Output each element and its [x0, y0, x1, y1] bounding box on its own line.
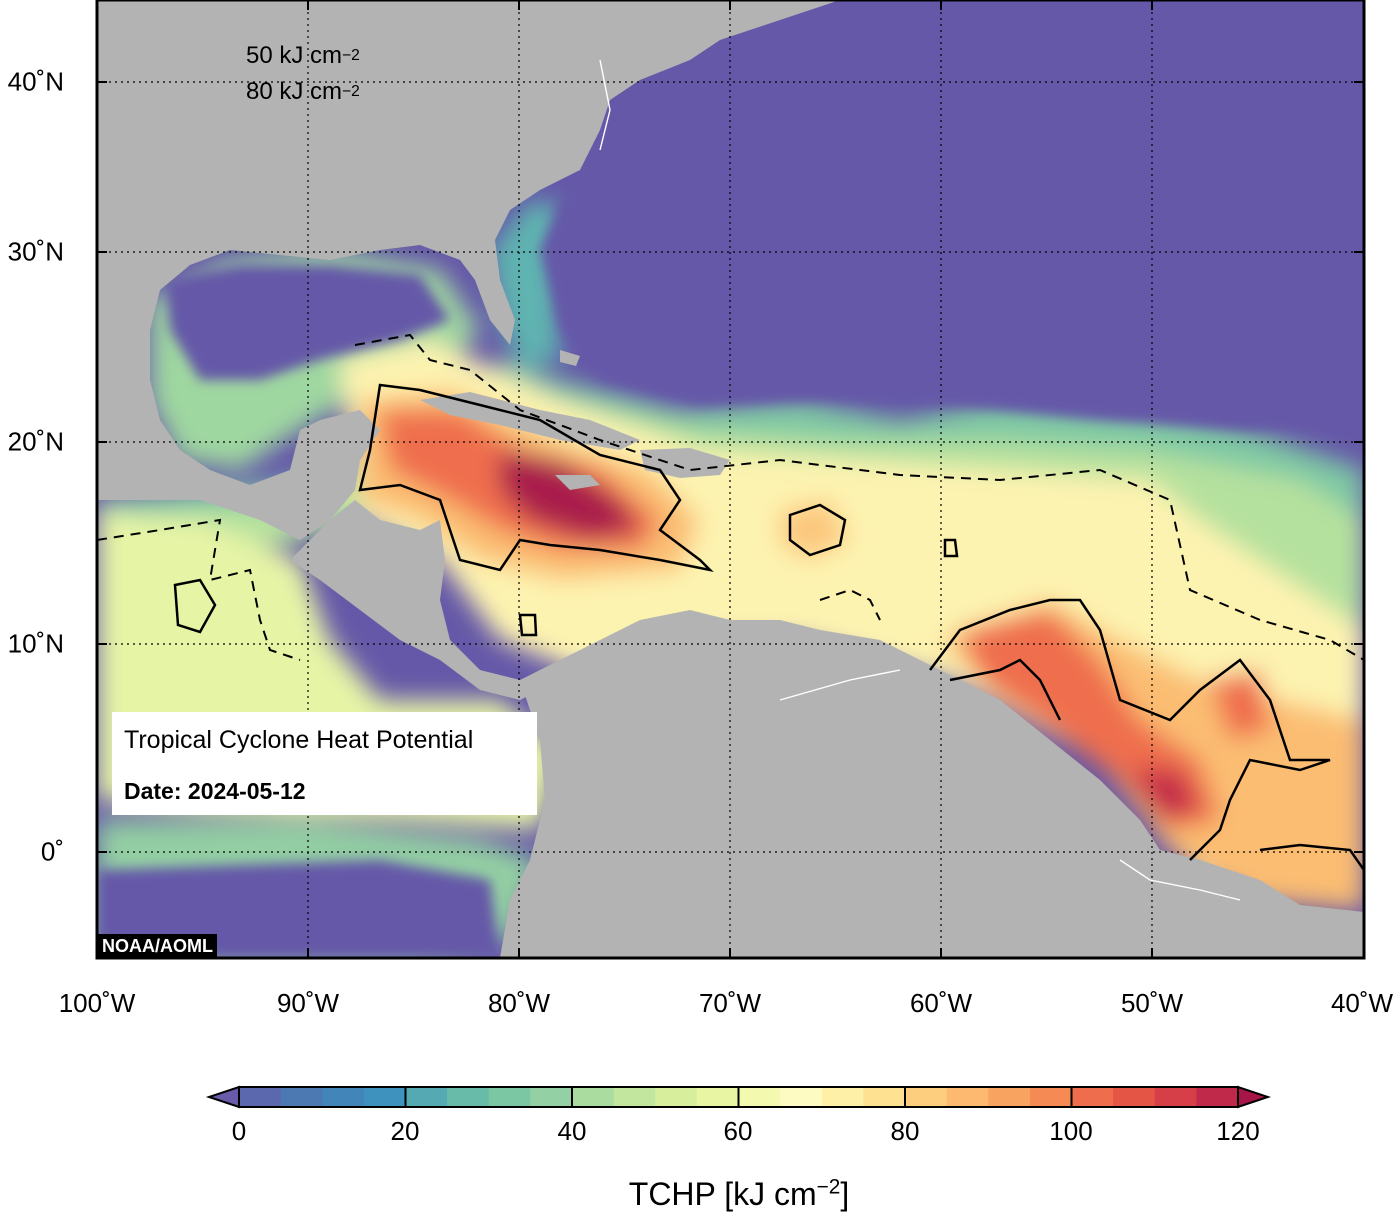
colorbar-bin — [988, 1087, 1031, 1107]
colorbar-bin — [572, 1087, 615, 1107]
colorbar-title-end: ] — [840, 1176, 850, 1212]
legend-50-label: 50 kJ cm — [246, 42, 343, 69]
colorbar-tick-0: 0 — [231, 1116, 247, 1146]
colorbar-bin — [363, 1087, 406, 1107]
colorbar-bin — [447, 1087, 490, 1107]
colorbar-bin — [1113, 1087, 1156, 1107]
colorbar-bin — [946, 1087, 989, 1107]
colorbar-title: TCHP [kJ cm−2] — [0, 1176, 1400, 1213]
land-masses — [97, 0, 1364, 958]
colorbar-bin — [239, 1087, 282, 1107]
lat-label-20n: 20˚N — [7, 426, 64, 457]
lon-label-60w: 60˚W — [909, 988, 973, 1018]
colorbar-bin — [1196, 1087, 1239, 1107]
colorbar-bin — [280, 1087, 323, 1107]
colorbar-bin — [613, 1087, 656, 1107]
lon-label-40w: 40˚W — [1330, 988, 1394, 1018]
legend-80: 80 kJ cm −2 — [246, 78, 360, 105]
lat-label-10n: 10˚N — [7, 628, 64, 659]
colorbar-bin — [905, 1087, 948, 1107]
map-title: Tropical Cyclone Heat Potential — [124, 726, 474, 754]
lat-label-40n: 40˚N — [7, 66, 64, 97]
colorbar-bin — [1154, 1087, 1197, 1107]
contour-80 — [173, 383, 1364, 871]
contour-50 — [97, 333, 1364, 661]
colorbar-tick-20: 20 — [390, 1116, 420, 1146]
colorbar-title-sup: −2 — [816, 1175, 841, 1199]
lon-label-70w: 70˚W — [698, 988, 762, 1018]
colorbar-bin — [1071, 1087, 1114, 1107]
colorbar-bin — [696, 1087, 739, 1107]
credit-label: NOAA/AOML — [98, 934, 217, 958]
colorbar-bin — [655, 1087, 698, 1107]
legend-80-label: 80 kJ cm — [246, 78, 343, 105]
colorbar-bin — [530, 1087, 573, 1107]
colorbar-bin — [488, 1087, 531, 1107]
lat-label-30n: 30˚N — [7, 236, 64, 267]
colorbar-bin — [738, 1087, 781, 1107]
colorbar-tick-80: 80 — [890, 1116, 920, 1146]
colorbar-tick-120: 120 — [1216, 1116, 1260, 1146]
colorbar-bin — [1029, 1087, 1072, 1107]
colorbar-bin — [322, 1087, 365, 1107]
map-date: Date: 2024-05-12 — [124, 778, 306, 804]
lon-label-100w: 100˚W — [58, 988, 136, 1018]
colorbar-bin — [405, 1087, 448, 1107]
legend-50: 50 kJ cm −2 — [246, 42, 360, 69]
lat-label-0: 0˚ — [40, 836, 64, 867]
colorbar-bin — [821, 1087, 864, 1107]
colorbar-tick-60: 60 — [723, 1116, 753, 1146]
lon-label-50w: 50˚W — [1120, 988, 1184, 1018]
colorbar-bin — [863, 1087, 906, 1107]
lon-label-80w: 80˚W — [487, 988, 551, 1018]
info-box: Tropical Cyclone Heat Potential Date: 20… — [112, 712, 537, 815]
colorbar-tick-100: 100 — [1049, 1116, 1093, 1146]
colorbar-max-arrow — [1237, 1085, 1272, 1109]
colorbar-min-arrow — [205, 1085, 240, 1109]
lon-label-90w: 90˚W — [276, 988, 340, 1018]
colorbar — [205, 1085, 1272, 1109]
colorbar-title-text: TCHP [kJ cm — [628, 1176, 817, 1212]
colorbar-bin — [780, 1087, 823, 1107]
colorbar-tick-40: 40 — [557, 1116, 587, 1146]
